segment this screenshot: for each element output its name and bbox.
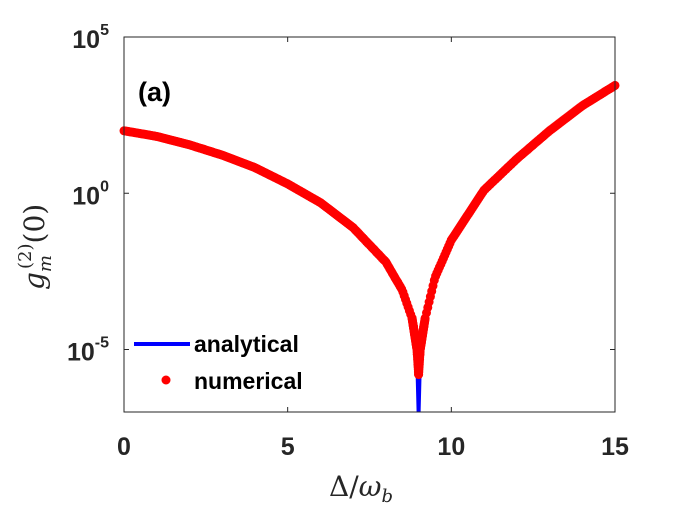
x-tick-label: 0: [117, 433, 131, 461]
y-tick-label: 100: [72, 178, 109, 210]
legend-numerical-swatch: [161, 375, 171, 385]
x-axis-ticks: 0 5 10 15: [117, 37, 629, 461]
x-tick-label: 5: [281, 433, 295, 461]
legend-analytical-label: analytical: [194, 331, 299, 357]
legend-numerical-label: numerical: [194, 368, 303, 394]
series-numerical-markers: [119, 80, 620, 379]
x-tick-label: 15: [601, 433, 629, 461]
numerical-point: [420, 314, 430, 324]
x-axis-label: Δ/ωb: [329, 470, 393, 507]
legend: analytical numerical: [134, 331, 303, 394]
data-layer: [119, 80, 620, 413]
y-axis-ticks: 10-5 100 105: [67, 22, 615, 367]
plot-area: [124, 37, 615, 412]
x-tick-label: 10: [437, 433, 465, 461]
panel-label: (a): [138, 77, 171, 107]
y-tick-label: 10-5: [67, 335, 109, 367]
axes-box: [123, 36, 616, 413]
y-axis-label: gm(2)(0): [15, 204, 56, 290]
y-tick-label: 105: [72, 22, 109, 54]
